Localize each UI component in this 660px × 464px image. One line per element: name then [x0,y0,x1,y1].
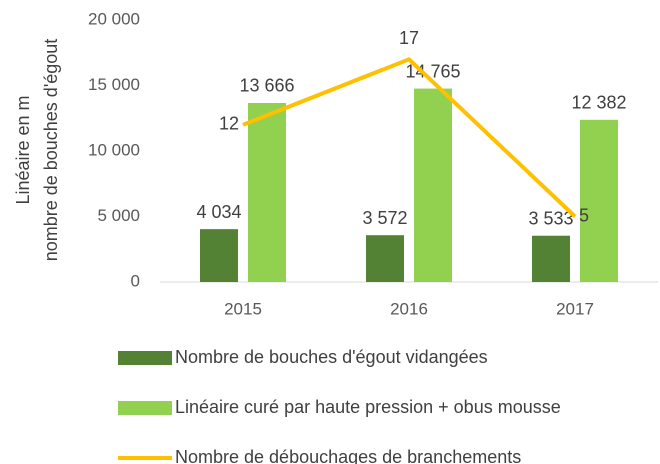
y-tick-label: 5 000 [97,206,140,225]
x-tick-label: 2016 [390,299,428,318]
y-tick-label: 20 000 [88,9,140,28]
x-tick-label: 2015 [224,299,262,318]
data-label: 13 666 [239,76,294,96]
bar [366,235,404,282]
data-label: 4 034 [196,202,241,222]
data-label: 12 382 [571,93,626,113]
data-label: 5 [579,205,589,225]
data-label: 17 [399,28,419,48]
y-tick-label: 15 000 [88,75,140,94]
legend-label: Nombre de bouches d'égout vidangées [175,347,488,367]
data-label: 3 572 [362,208,407,228]
legend-swatch [118,351,172,365]
data-label: 3 533 [528,208,573,228]
data-label: 12 [219,114,239,134]
y-axis-label: Linéaire en m [13,95,33,204]
x-tick-label: 2017 [556,299,594,318]
bar [532,235,570,282]
line [242,57,577,218]
bar [580,119,618,282]
legend-swatch [118,401,172,415]
legend-label: Nombre de débouchages de branchements [175,447,521,464]
legend-label: Linéaire curé par haute pression + obus … [175,397,561,417]
y-tick-label: 10 000 [88,140,140,159]
bar [200,229,238,282]
y-tick-label: 0 [131,271,140,290]
y-axis-label: nombre de bouches d'égout [41,39,61,262]
bar [248,102,286,282]
bar [414,88,452,283]
